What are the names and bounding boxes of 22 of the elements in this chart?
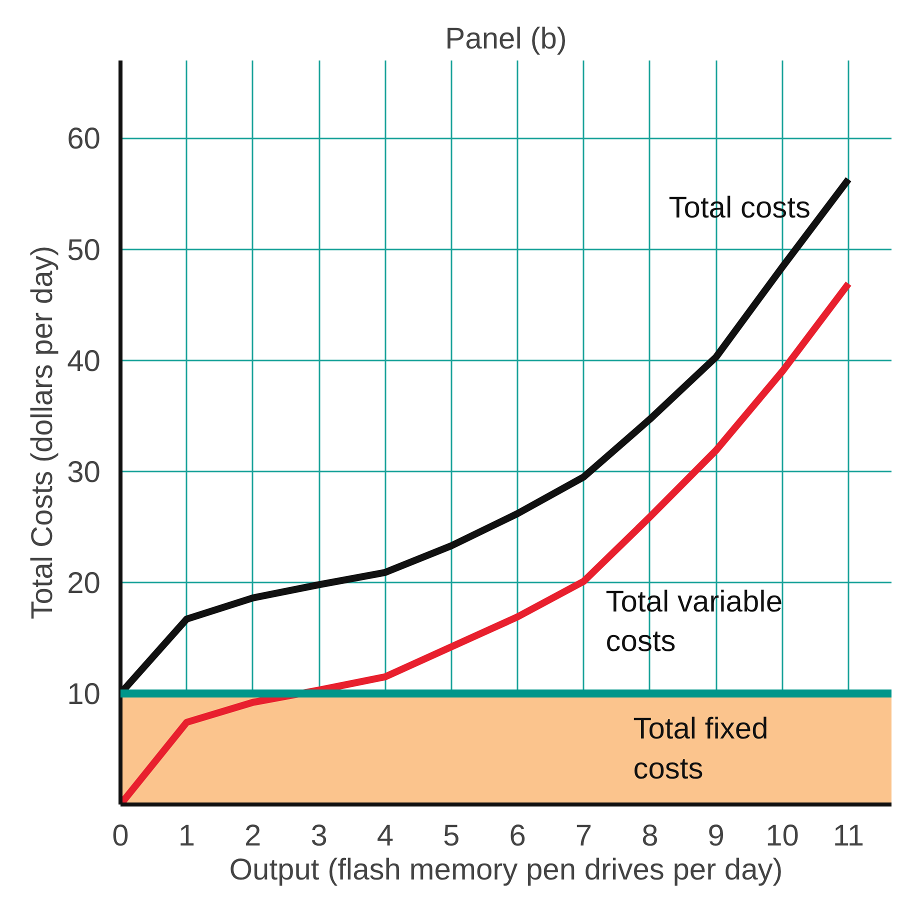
x-tick-label: 10	[766, 820, 799, 852]
y-tick-label: 30	[67, 456, 101, 489]
x-tick-label: 7	[575, 820, 592, 852]
x-tick-label: 2	[244, 820, 262, 852]
y-tick-label: 60	[67, 122, 101, 156]
x-axis-title: Output (flash memory pen drives per day)	[229, 854, 783, 886]
x-tick-label: 8	[642, 820, 658, 852]
x-tick-label: 11	[832, 820, 864, 852]
y-tick-label: 10	[67, 678, 101, 711]
x-tick-label: 5	[443, 820, 460, 852]
x-tick-label: 6	[509, 820, 526, 852]
x-tick-label: 9	[708, 820, 724, 852]
x-tick-label: 3	[310, 820, 328, 852]
y-tick-label: 20	[67, 566, 101, 600]
y-axis-title: Total Costs (dollars per day)	[26, 246, 60, 620]
x-tick-label: 1	[178, 820, 196, 852]
x-tick-label: 0	[112, 820, 129, 852]
y-tick-label: 50	[67, 234, 101, 267]
chart-title: Panel (b)	[445, 22, 567, 56]
band-label: Total fixed costs	[633, 712, 768, 786]
x-tick-label: 4	[376, 820, 394, 852]
y-tick-label: 40	[67, 344, 101, 378]
